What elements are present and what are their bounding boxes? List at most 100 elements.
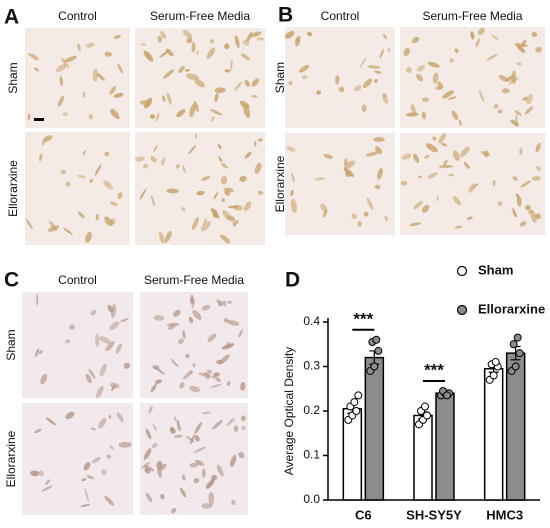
- cell: [213, 191, 219, 200]
- cell: [405, 67, 412, 74]
- cell: [145, 429, 152, 440]
- cell: [470, 31, 475, 40]
- cell: [151, 442, 158, 449]
- cell: [427, 172, 438, 179]
- cell: [421, 111, 427, 120]
- cell: [449, 58, 454, 63]
- cell: [463, 161, 470, 169]
- cell: [217, 144, 222, 150]
- cell: [226, 417, 235, 427]
- cell: [220, 234, 231, 244]
- cell: [227, 205, 239, 209]
- cell: [526, 94, 533, 105]
- cell: [382, 95, 389, 104]
- row-label: Ellorarxine: [273, 155, 287, 212]
- cell: [57, 95, 64, 107]
- cell: [196, 190, 205, 196]
- cell: [149, 114, 156, 119]
- cell: [185, 73, 200, 81]
- cell: [201, 411, 211, 415]
- cell: [233, 425, 239, 433]
- cell: [170, 507, 177, 514]
- cell: [515, 193, 520, 199]
- cell: [250, 31, 262, 38]
- cell: [226, 320, 240, 326]
- cell: [30, 53, 39, 61]
- cell: [246, 31, 253, 42]
- cell: [227, 300, 233, 304]
- data-point: [443, 391, 451, 400]
- cell: [492, 179, 496, 187]
- cell: [201, 468, 206, 478]
- cell: [90, 427, 97, 431]
- cell: [191, 216, 199, 230]
- data-point: [515, 349, 524, 358]
- cell: [345, 170, 351, 177]
- cell: [95, 213, 99, 221]
- cell: [156, 460, 163, 470]
- data-point: [370, 362, 379, 371]
- data-point: [354, 391, 363, 400]
- cell: [257, 190, 264, 195]
- row-label: Sham: [4, 329, 18, 360]
- cell: [220, 163, 229, 169]
- cell: [157, 35, 163, 43]
- cell: [226, 341, 232, 346]
- cell: [38, 350, 43, 355]
- cell: [89, 179, 94, 183]
- cell: [189, 385, 201, 393]
- bar: [483, 367, 504, 501]
- cell: [290, 189, 294, 197]
- cell: [144, 465, 155, 472]
- cell: [98, 417, 107, 429]
- cell: [424, 154, 430, 159]
- cell: [143, 163, 148, 169]
- micrograph: [22, 292, 133, 398]
- panel-label: A: [4, 6, 19, 29]
- cell: [139, 188, 147, 200]
- cell: [519, 221, 527, 227]
- cell: [209, 38, 215, 44]
- cell: [286, 146, 296, 152]
- row-label: Sham: [273, 62, 287, 93]
- cell: [104, 216, 113, 227]
- cell: [110, 218, 116, 225]
- cell: [81, 478, 87, 482]
- cell: [116, 412, 124, 423]
- cell: [221, 175, 228, 185]
- cell: [86, 475, 95, 480]
- cell: [387, 47, 391, 52]
- cell: [94, 164, 102, 176]
- cell: [99, 336, 112, 344]
- cell: [153, 144, 158, 152]
- cell: [41, 137, 47, 146]
- cell: [351, 213, 357, 220]
- cell: [224, 69, 231, 73]
- cell: [256, 37, 265, 41]
- micrograph: [22, 403, 133, 515]
- cell: [508, 77, 519, 85]
- row-label: Sham: [6, 62, 20, 93]
- data-point: [350, 398, 359, 407]
- cell: [239, 100, 250, 109]
- bar: [413, 414, 433, 501]
- cell: [512, 209, 518, 218]
- cell: [208, 491, 215, 506]
- cell: [65, 411, 75, 420]
- micrograph: [135, 28, 265, 128]
- cell: [438, 132, 447, 144]
- cell: [65, 339, 71, 344]
- cell: [108, 414, 112, 420]
- cell: [150, 156, 157, 163]
- cell: [290, 199, 297, 213]
- cell: [362, 78, 373, 89]
- cell: [99, 363, 107, 377]
- cell: [460, 146, 470, 158]
- column-header: Serum-Free Media: [144, 273, 244, 287]
- cell: [410, 104, 416, 115]
- cell: [219, 354, 230, 365]
- cell: [357, 221, 362, 227]
- cell: [80, 504, 91, 508]
- cell: [109, 382, 120, 389]
- cell: [145, 492, 153, 503]
